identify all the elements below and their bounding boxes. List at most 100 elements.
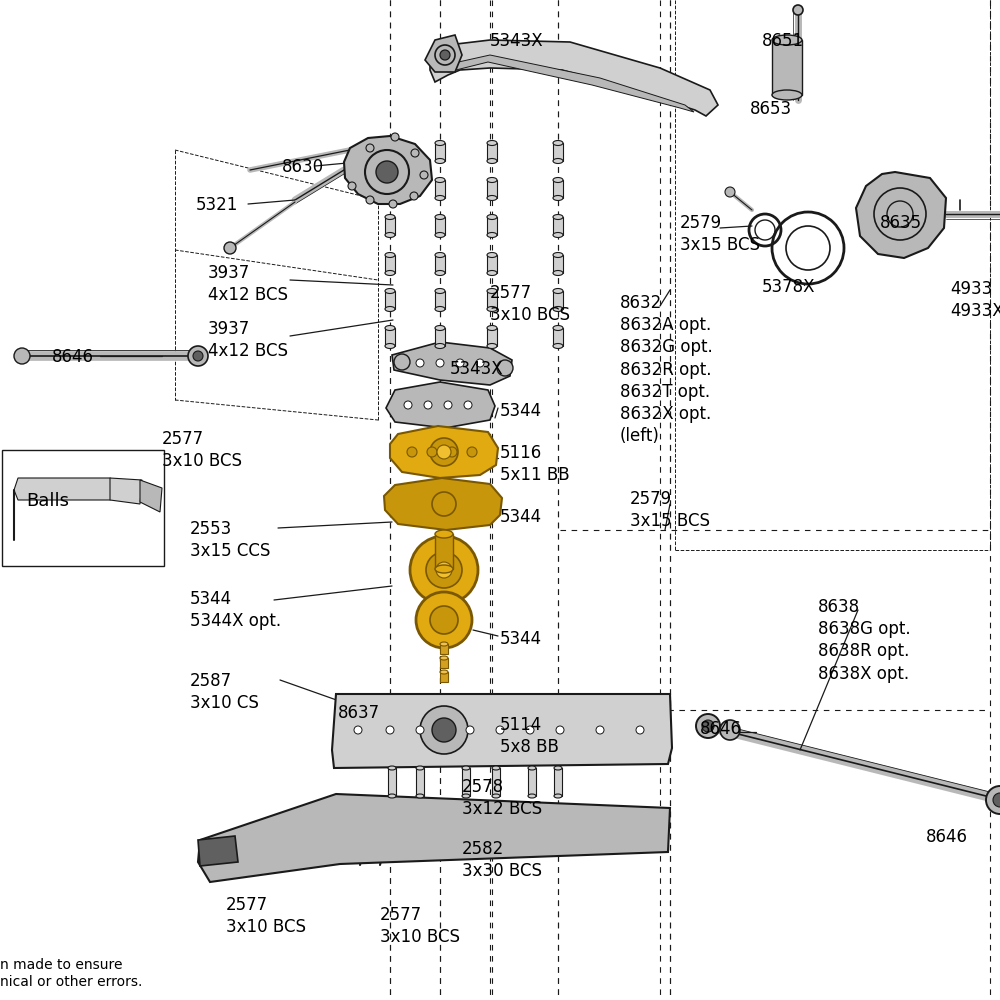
Ellipse shape [553, 215, 563, 220]
Circle shape [993, 793, 1000, 807]
Circle shape [411, 149, 419, 157]
Text: 8637: 8637 [338, 704, 380, 722]
Ellipse shape [385, 215, 395, 220]
Bar [553, 143, 563, 161]
Ellipse shape [487, 215, 497, 220]
Ellipse shape [435, 178, 445, 182]
Circle shape [447, 447, 457, 457]
Polygon shape [856, 172, 946, 258]
Polygon shape [332, 694, 672, 768]
Circle shape [416, 592, 472, 648]
Text: 5344: 5344 [500, 508, 542, 526]
Bar [435, 534, 453, 569]
Text: 2578
3x12 BCS: 2578 3x12 BCS [462, 778, 542, 818]
Ellipse shape [487, 252, 497, 257]
Ellipse shape [385, 232, 395, 237]
Polygon shape [384, 478, 502, 530]
Ellipse shape [462, 794, 470, 798]
Ellipse shape [385, 326, 395, 330]
Text: 3937
4x12 BCS: 3937 4x12 BCS [208, 264, 288, 304]
Circle shape [354, 726, 362, 734]
Ellipse shape [385, 252, 395, 257]
Text: 5321: 5321 [196, 196, 238, 214]
Text: 4933
4933X: 4933 4933X [950, 280, 1000, 320]
Circle shape [426, 552, 462, 588]
Bar [440, 644, 448, 654]
Polygon shape [198, 836, 238, 866]
Circle shape [407, 447, 417, 457]
Bar [487, 143, 497, 161]
Ellipse shape [772, 35, 802, 45]
Text: 8646: 8646 [700, 720, 742, 738]
Circle shape [464, 401, 472, 409]
Text: 2587
3x10 CS: 2587 3x10 CS [190, 672, 259, 712]
Circle shape [193, 351, 203, 361]
Bar [435, 143, 445, 161]
Text: 5114
5x8 BB: 5114 5x8 BB [500, 716, 559, 756]
Circle shape [456, 359, 464, 367]
Ellipse shape [772, 90, 802, 100]
Ellipse shape [487, 270, 497, 275]
Bar [553, 180, 563, 198]
Text: 5116
5x11 BB: 5116 5x11 BB [500, 444, 570, 484]
Text: 8646: 8646 [926, 828, 968, 846]
Bar [435, 328, 445, 346]
Text: 2577
3x10 BCS: 2577 3x10 BCS [162, 430, 242, 470]
Circle shape [427, 447, 437, 457]
Circle shape [432, 718, 456, 742]
Ellipse shape [553, 196, 563, 200]
Polygon shape [110, 478, 142, 504]
Ellipse shape [487, 178, 497, 182]
Ellipse shape [435, 252, 445, 257]
Text: 2579
3x15 BCS: 2579 3x15 BCS [680, 214, 760, 254]
Ellipse shape [462, 766, 470, 770]
Ellipse shape [435, 344, 445, 349]
Circle shape [366, 196, 374, 204]
Polygon shape [425, 35, 462, 72]
Circle shape [526, 726, 534, 734]
Bar [462, 768, 470, 796]
Bar [554, 768, 562, 796]
Text: 8653: 8653 [750, 100, 792, 118]
Polygon shape [386, 382, 495, 428]
Circle shape [410, 192, 418, 200]
Circle shape [188, 346, 208, 366]
Circle shape [389, 200, 397, 208]
Circle shape [386, 726, 394, 734]
Circle shape [410, 536, 478, 604]
Ellipse shape [487, 288, 497, 294]
Text: 5378X: 5378X [762, 278, 816, 296]
Circle shape [416, 359, 424, 367]
Ellipse shape [385, 178, 395, 182]
Ellipse shape [553, 270, 563, 275]
Ellipse shape [388, 794, 396, 798]
Circle shape [436, 359, 444, 367]
Text: 2579
3x15 BCS: 2579 3x15 BCS [630, 490, 710, 530]
Ellipse shape [416, 766, 424, 770]
Ellipse shape [492, 794, 500, 798]
Bar [435, 217, 445, 235]
Text: 8638
8638G opt.
8638R opt.
8638X opt.: 8638 8638G opt. 8638R opt. 8638X opt. [818, 598, 911, 683]
Ellipse shape [487, 232, 497, 237]
Text: 2553
3x15 CCS: 2553 3x15 CCS [190, 520, 270, 560]
Ellipse shape [554, 794, 562, 798]
Circle shape [596, 726, 604, 734]
Ellipse shape [435, 306, 445, 312]
Text: 5344
5344X opt.: 5344 5344X opt. [190, 590, 281, 630]
Ellipse shape [528, 794, 536, 798]
Circle shape [702, 720, 714, 732]
Ellipse shape [440, 656, 448, 660]
Bar [435, 180, 445, 198]
Ellipse shape [553, 232, 563, 237]
Text: Balls: Balls [26, 492, 69, 510]
Circle shape [496, 726, 504, 734]
Text: 3937
4x12 BCS: 3937 4x12 BCS [208, 320, 288, 360]
Text: 2577
3x10 BCS: 2577 3x10 BCS [380, 906, 460, 946]
Ellipse shape [385, 270, 395, 275]
Ellipse shape [487, 344, 497, 349]
Ellipse shape [435, 140, 445, 145]
Circle shape [430, 606, 458, 634]
Text: 8651: 8651 [762, 32, 804, 50]
Circle shape [466, 726, 474, 734]
Circle shape [720, 720, 740, 740]
